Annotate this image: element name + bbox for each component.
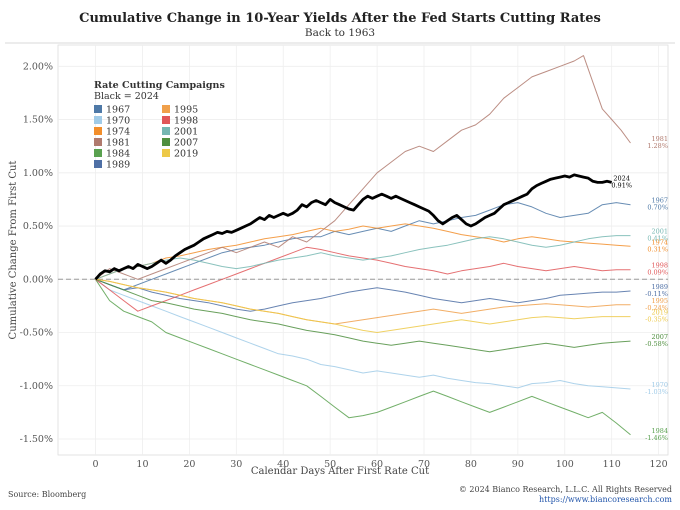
series-line-1970 [95,278,631,390]
legend: Rate Cutting Campaigns Black = 2024 1967… [94,80,225,171]
x-axis-label: Calendar Days After First Rate Cut [251,466,429,477]
y-tick-label: -1.50% [20,434,53,445]
legend-title: Rate Cutting Campaigns [94,80,225,91]
legend-label: 1970 [106,116,130,127]
x-tick-label: 70 [418,459,430,470]
legend-swatch [94,160,102,168]
x-tick-label: 80 [465,459,477,470]
x-tick-label: 60 [371,459,383,470]
y-tick-label: 0.50% [23,221,53,232]
x-tick-label: 110 [603,459,621,470]
legend-swatch [94,116,102,124]
y-tick-label: 1.00% [23,168,53,179]
end-label-value: 0.70% [647,204,668,212]
legend-swatch [94,105,102,113]
end-label-value: 1.28% [647,142,668,150]
y-tick-label: -1.00% [20,381,53,392]
legend-label: 1989 [106,160,130,171]
y-axis-label: Cumulative Change From First Cut [8,161,19,340]
x-tick-label: 120 [650,459,668,470]
legend-subtitle: Black = 2024 [94,91,159,102]
end-label-year: 2024 [613,174,630,182]
series-line-1974 [95,223,631,280]
legend-swatch [162,138,170,146]
end-label-value: 0.91% [611,181,632,189]
end-label-value: 0.41% [647,235,668,243]
footer-source: Source: Bloomberg [8,490,86,499]
end-label-year: 1989 [651,283,668,291]
end-label-year: 1998 [651,262,668,270]
x-tick-label: 10 [136,459,148,470]
end-label-value: -0.11% [645,290,668,298]
end-label-value: -0.35% [645,316,668,324]
legend-label: 2007 [174,138,198,149]
end-label-year: 1995 [651,297,668,305]
x-tick-label: 90 [512,459,524,470]
series-line-1998 [95,246,631,312]
x-tick-label: 40 [277,459,289,470]
end-label-value: -0.24% [645,304,668,312]
footer-copyright: © 2024 Bianco Research, L.L.C. All Right… [459,485,672,494]
plot-frame [57,44,669,456]
end-label-year: 1984 [651,427,668,435]
x-tick-label: 0 [93,459,99,470]
x-tick-label: 50 [324,459,336,470]
legend-label: 1995 [174,105,198,116]
footer-link[interactable]: https://www.biancoresearch.com [539,495,672,504]
x-tick-label: 100 [556,459,574,470]
legend-label: 1981 [106,138,130,149]
end-label-value: -1.46% [645,434,668,442]
end-label-year: 1981 [651,135,668,143]
end-label-value: -1.03% [645,388,668,396]
legend-label: 2001 [174,127,198,138]
series-line-2007 [95,278,631,353]
legend-label: 1998 [174,116,198,127]
legend-label: 2019 [174,149,198,160]
x-tick-label: 20 [183,459,195,470]
end-label-year: 1974 [651,238,668,246]
legend-swatch [162,105,170,113]
legend-swatch [94,127,102,135]
legend-swatch [162,149,170,157]
end-label-value: -0.58% [645,340,668,348]
legend-swatch [162,116,170,124]
series-line-1984 [95,279,631,436]
y-tick-label: 1.50% [23,115,53,126]
legend-label: 1974 [106,127,130,138]
y-tick-label: 2.00% [23,61,53,72]
series-line-2001 [95,235,631,280]
end-label-year: 1970 [651,381,668,389]
legend-swatch [162,127,170,135]
series-line-2019 [95,278,631,333]
plot-area: 0 10 20 30 40 50 60 70 80 90 100 110 120 -1.50% -1.00%… [20,44,669,470]
end-label-year: 1967 [651,197,668,205]
x-tick-label: 30 [230,459,242,470]
legend-label: 1967 [106,105,130,116]
legend-swatch [94,138,102,146]
end-label-value: 0.31% [647,245,668,253]
y-tick-label: 0.00% [23,274,53,285]
chart-subtitle: Back to 1963 [305,27,375,39]
series-line-2024 [94,173,613,281]
legend-label: 1984 [106,149,130,160]
end-label-year: 2007 [651,333,668,341]
legend-swatch [94,149,102,157]
series-line-1967 [95,202,631,291]
chart-title: Cumulative Change in 10-Year Yields Afte… [79,11,601,26]
end-label-value: 0.09% [647,269,668,277]
series-line-1989 [95,278,631,312]
end-label-year: 2001 [651,228,668,236]
end-label-year: 2019 [651,309,668,317]
y-tick-label: -0.50% [20,328,53,339]
